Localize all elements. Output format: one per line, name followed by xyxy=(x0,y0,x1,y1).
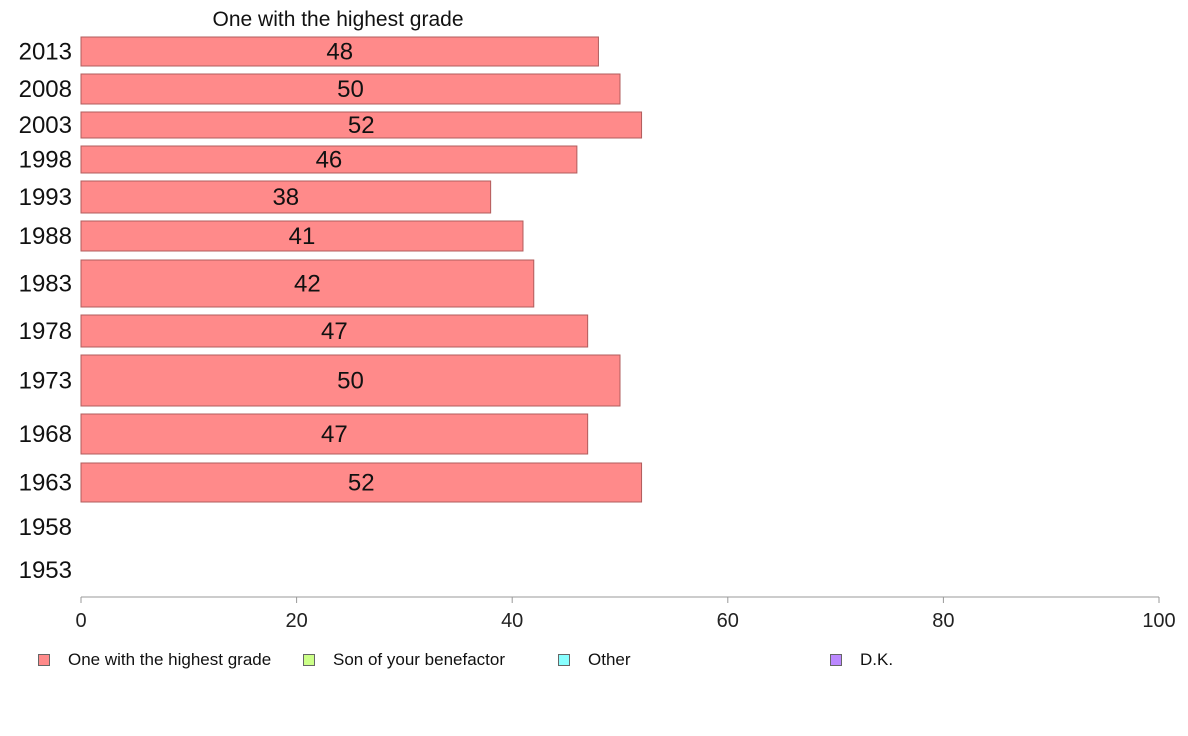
bar xyxy=(80,314,589,348)
bar xyxy=(80,111,643,139)
y-tick-label: 1983 xyxy=(19,271,72,298)
y-tick-label: 1953 xyxy=(19,557,72,584)
legend-swatch xyxy=(38,654,50,666)
x-tick-label: 60 xyxy=(717,610,739,632)
bar xyxy=(80,354,621,407)
legend-item: Son of your benefactor xyxy=(303,649,505,671)
y-tick-label: 1963 xyxy=(19,470,72,497)
legend-label: One with the highest grade xyxy=(68,650,272,669)
y-tick-label: 1968 xyxy=(19,421,72,448)
bar xyxy=(80,220,524,252)
bar-value-label: 42 xyxy=(294,271,321,298)
bar xyxy=(80,180,492,214)
bar-value-label: 47 xyxy=(321,421,348,448)
x-tick-label: 100 xyxy=(1142,610,1175,632)
x-axis: 0 20 40 60 80 100 xyxy=(75,596,1176,632)
chart-title: One with the highest grade xyxy=(213,8,464,31)
x-tick-label: 20 xyxy=(285,610,307,632)
legend-label: Son of your benefactor xyxy=(333,650,506,669)
y-tick-label: 1978 xyxy=(19,318,72,345)
year-labels: 2013 2008 2003 1998 1993 1988 1983 1978 1973 1968… xyxy=(19,39,72,585)
bar-value-label: 46 xyxy=(316,147,343,174)
y-tick-label: 2013 xyxy=(19,39,72,66)
bar xyxy=(80,145,578,174)
bar-value-label: 41 xyxy=(289,223,316,250)
legend-swatch xyxy=(830,654,842,666)
legend-item: D.K. xyxy=(830,649,893,671)
legend-item: One with the highest grade xyxy=(38,649,271,671)
legend: One with the highest grade Son of your be… xyxy=(38,649,1138,673)
bar xyxy=(80,413,589,455)
legend-swatch xyxy=(303,654,315,666)
y-tick-label: 1958 xyxy=(19,514,72,541)
y-tick-label: 1973 xyxy=(19,368,72,395)
y-tick-label: 2008 xyxy=(19,76,72,103)
y-tick-label: 1998 xyxy=(19,147,72,174)
legend-item: Other xyxy=(558,649,631,671)
bar xyxy=(80,259,535,308)
bar-value-label: 48 xyxy=(326,39,353,66)
y-tick-label: 1988 xyxy=(19,223,72,250)
bar-value-label: 47 xyxy=(321,318,348,345)
legend-swatch xyxy=(558,654,570,666)
bar-value-label: 38 xyxy=(272,184,299,211)
x-tick-label: 0 xyxy=(75,610,86,632)
bar xyxy=(80,462,643,503)
x-tick-label: 80 xyxy=(932,610,954,632)
bar-chart: One with the highest grade 2013 2008 2003 1… xyxy=(19,8,1176,632)
y-tick-label: 2003 xyxy=(19,112,72,139)
bar-value-label: 50 xyxy=(337,368,364,395)
bar-value-label: 52 xyxy=(348,470,375,497)
bar xyxy=(80,73,621,105)
y-tick-label: 1993 xyxy=(19,184,72,211)
bar-series xyxy=(80,36,643,503)
legend-label: Other xyxy=(588,650,631,669)
bar-value-label: 50 xyxy=(337,76,364,103)
legend-label: D.K. xyxy=(860,650,894,669)
bar xyxy=(80,36,599,67)
bar-value-label: 52 xyxy=(348,112,375,139)
x-tick-label: 40 xyxy=(501,610,523,632)
